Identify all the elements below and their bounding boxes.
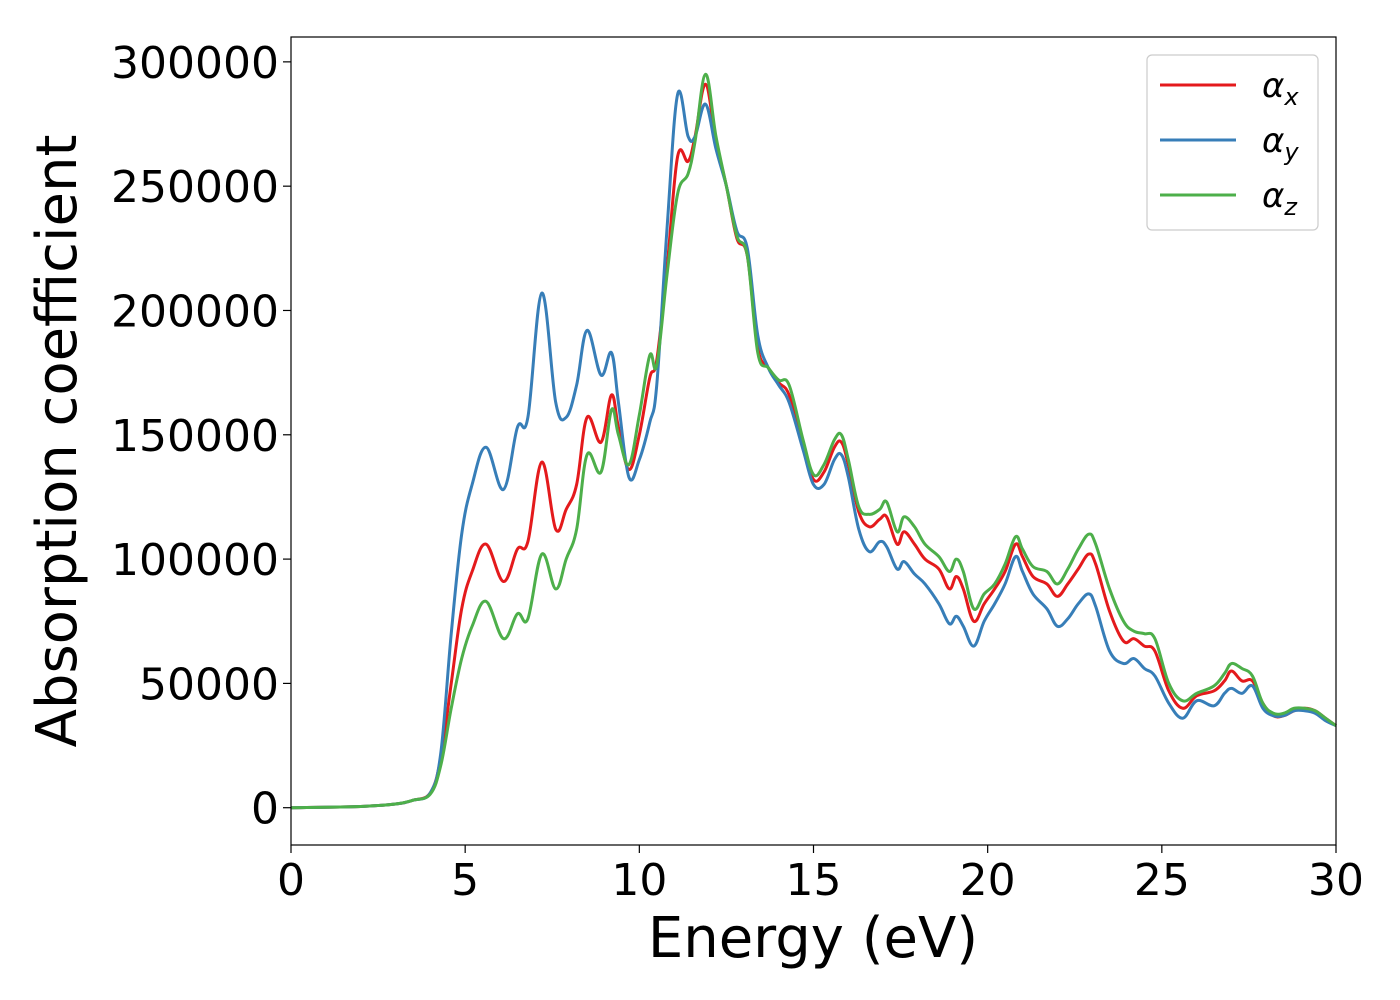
y-tick-label: 100000 xyxy=(111,535,279,586)
y-tick-label: 0 xyxy=(251,784,279,835)
legend-label-y: αy xyxy=(1262,121,1299,166)
x-tick-label: 15 xyxy=(786,855,842,906)
x-tick-label: 30 xyxy=(1308,855,1364,906)
legend-label-x: αx xyxy=(1262,66,1299,111)
legend: αx αy αz xyxy=(1146,54,1319,231)
y-tick-label: 250000 xyxy=(111,162,279,213)
x-tick-label: 25 xyxy=(1134,855,1190,906)
series-layer xyxy=(290,72,1337,810)
x-axis-ticks: 0 5 10 15 20 25 30 xyxy=(277,845,1364,906)
x-axis-label: Energy (eV) xyxy=(648,906,978,971)
x-tick-label: 10 xyxy=(611,855,667,906)
series-line-y xyxy=(290,89,1337,810)
x-tick-label: 5 xyxy=(451,855,479,906)
y-tick-label: 150000 xyxy=(111,411,279,462)
y-axis-ticks: 0 50000 100000 150000 200000 250000 300000 xyxy=(111,38,291,835)
y-axis-label: Absorption coefficient xyxy=(25,135,90,748)
y-tick-label: 300000 xyxy=(111,38,279,89)
legend-box xyxy=(1146,54,1319,231)
x-tick-label: 20 xyxy=(960,855,1016,906)
x-tick-label: 0 xyxy=(277,855,305,906)
legend-label-z: αz xyxy=(1262,176,1298,221)
y-tick-label: 50000 xyxy=(139,659,279,710)
y-tick-label: 200000 xyxy=(111,286,279,337)
series-line-z xyxy=(290,72,1337,810)
